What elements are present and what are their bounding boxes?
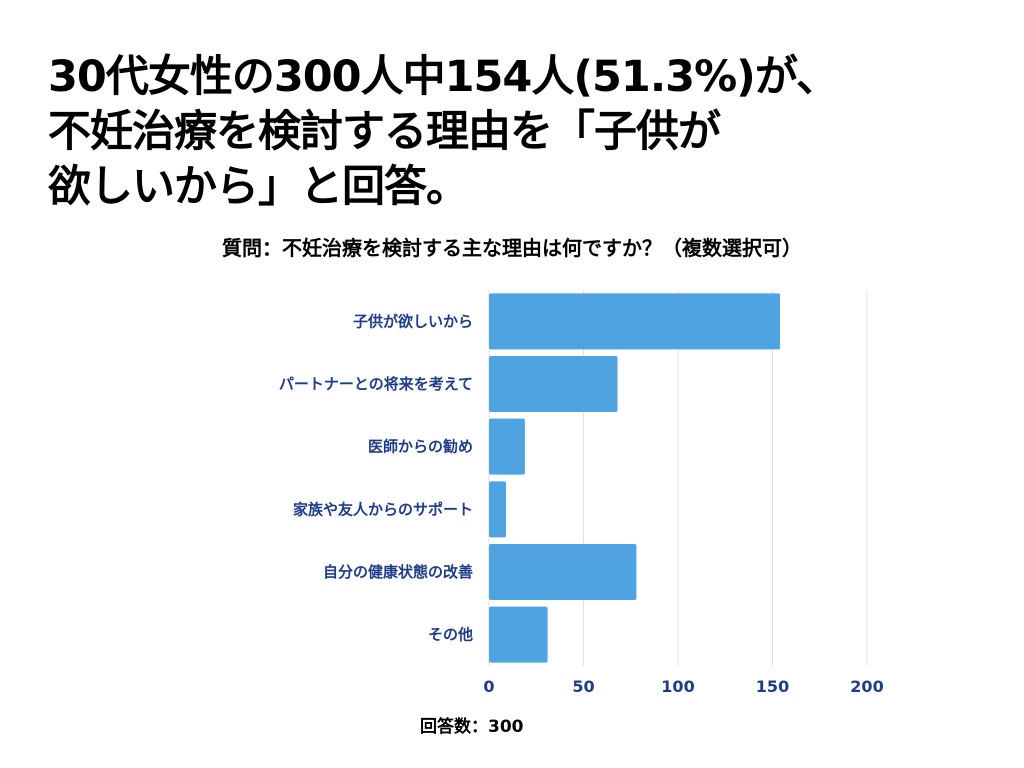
question-text: 質問：不妊治療を検討する主な理由は何ですか？（複数選択可） [222,236,802,260]
x-tick-label: 50 [572,677,594,696]
category-label: 家族や友人からのサポート [293,500,473,518]
bar [489,606,548,663]
category-label: 子供が欲しいから [353,312,473,330]
headline-line: 欲しいから」と回答。 [48,162,469,212]
x-tick-label: 150 [756,677,789,696]
headline-line: 不妊治療を検討する理由を「子供が [48,107,721,157]
x-tick-label: 0 [483,677,494,696]
bar-chart: 子供が欲しいからパートナーとの将来を考えて医師からの勧め家族や友人からのサポート… [279,290,884,696]
x-tick-label: 100 [661,677,694,696]
headline: 30代女性の300人中154人(51.3%)が、 不妊治療を検討する理由を「子供… [48,50,988,215]
bar [489,544,637,600]
category-labels: 子供が欲しいからパートナーとの将来を考えて医師からの勧め家族や友人からのサポート… [279,312,473,643]
respondent-count: 回答数：300 [420,717,524,737]
bar [489,481,507,538]
category-label: 自分の健康状態の改善 [323,563,473,581]
bar [489,418,525,475]
grid-lines [488,290,868,666]
bar [489,293,781,350]
category-label: 医師からの勧め [368,438,473,456]
bars [489,293,781,663]
headline-line: 30代女性の300人中154人(51.3%)が、 [48,52,839,102]
category-label: パートナーとの将来を考えて [279,375,473,393]
x-tick-label: 200 [850,677,883,696]
category-label: その他 [428,626,473,644]
bar [489,356,618,412]
x-axis-ticks: 0 50 100 150 200 [483,677,883,696]
